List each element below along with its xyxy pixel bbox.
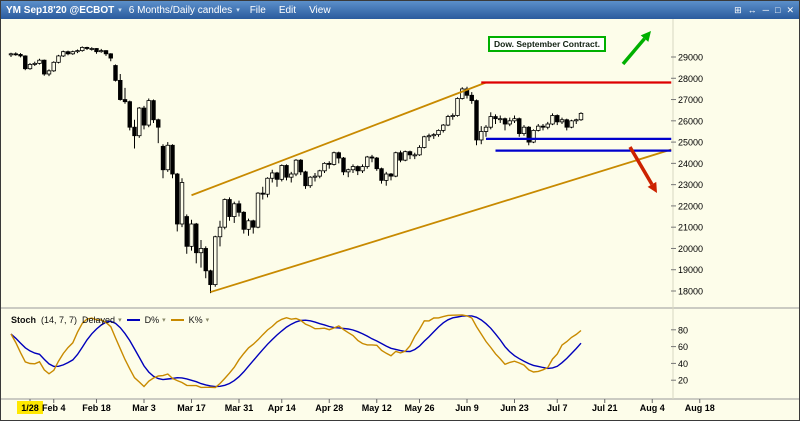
svg-text:25000: 25000: [678, 138, 703, 148]
svg-text:20: 20: [678, 376, 688, 386]
svg-text:19000: 19000: [678, 265, 703, 275]
d-line-swatch: [126, 319, 140, 321]
svg-text:Mar 3: Mar 3: [132, 403, 156, 413]
stoch-k-line: [10, 314, 582, 389]
highlighted-date: [17, 401, 43, 414]
bullish-arrow[interactable]: [621, 31, 651, 66]
svg-text:80: 80: [678, 325, 688, 335]
svg-text:20000: 20000: [678, 244, 703, 254]
svg-text:60: 60: [678, 342, 688, 352]
timeframe-label: 6 Months/Daily candles: [128, 4, 233, 16]
stoch-indicator-label[interactable]: Stoch: [11, 315, 37, 325]
timeframe-dropdown-icon[interactable]: ▾: [236, 7, 240, 14]
grid-icon[interactable]: ⊞: [734, 4, 742, 15]
stoch-mode: Delayed: [82, 315, 116, 325]
svg-text:Jul 21: Jul 21: [592, 403, 618, 413]
chart-area: 29000 28000 27000 26000 25000 24000 23000 22000…: [1, 19, 799, 420]
svg-text:Aug 4: Aug 4: [640, 403, 665, 413]
svg-text:22000: 22000: [678, 201, 703, 211]
price-chart-canvas[interactable]: 29000 28000 27000 26000 25000 24000 23000 22000…: [1, 19, 799, 420]
svg-text:Mar 17: Mar 17: [177, 403, 206, 413]
svg-text:21000: 21000: [678, 223, 703, 233]
svg-text:18000: 18000: [678, 287, 703, 297]
stoch-axis-labels[interactable]: 80 60 40 20: [671, 325, 688, 386]
svg-text:1/28: 1/28: [21, 403, 39, 413]
bearish-arrow[interactable]: [628, 146, 657, 193]
k-line-swatch: [170, 319, 184, 321]
minimize-icon[interactable]: ─: [762, 4, 770, 15]
svg-text:40: 40: [678, 359, 688, 369]
contract-symbol: YM Sep18'20 @ECBOT: [6, 4, 115, 16]
svg-text:Mar 31: Mar 31: [225, 403, 254, 413]
ascending-channel-lower[interactable]: [210, 148, 672, 293]
menu-edit[interactable]: Edit: [278, 4, 297, 16]
stoch-d-line: [10, 315, 582, 388]
d-line-label: D%: [144, 315, 160, 325]
titlebar[interactable]: YM Sep18'20 @ECBOT ▾ 6 Months/Daily candl…: [1, 1, 799, 19]
price-axis-labels[interactable]: 29000 28000 27000 26000 25000 24000 23000 22000…: [671, 53, 703, 297]
svg-text:27000: 27000: [678, 95, 703, 105]
svg-text:24000: 24000: [678, 159, 703, 169]
close-icon[interactable]: ✕: [786, 4, 794, 15]
menu-file[interactable]: File: [249, 4, 266, 16]
k-line-label: K%: [188, 315, 203, 325]
ascending-channel-upper[interactable]: [191, 81, 487, 197]
svg-text:Jun 23: Jun 23: [500, 403, 529, 413]
svg-text:May 12: May 12: [362, 403, 392, 413]
svg-text:Jun 9: Jun 9: [455, 403, 479, 413]
candlestick-series: [8, 46, 584, 294]
maximize-icon[interactable]: □: [775, 4, 781, 15]
stoch-dropdown-icon[interactable]: ▾: [118, 317, 122, 324]
svg-text:23000: 23000: [678, 180, 703, 190]
svg-text:Feb 4: Feb 4: [42, 403, 66, 413]
svg-text:Apr 14: Apr 14: [268, 403, 296, 413]
annotation-note[interactable]: Dow. September Contract.: [488, 36, 606, 52]
svg-text:Feb 18: Feb 18: [82, 403, 111, 413]
svg-text:Aug 18: Aug 18: [685, 403, 715, 413]
svg-text:29000: 29000: [678, 53, 703, 63]
resize-icon[interactable]: ↔: [747, 4, 757, 15]
svg-text:26000: 26000: [678, 116, 703, 126]
svg-text:Apr 28: Apr 28: [315, 403, 343, 413]
drawing-overlays: [191, 81, 672, 293]
svg-text:May 26: May 26: [404, 403, 434, 413]
window-controls: ⊞ ↔ ─ □ ✕: [734, 4, 794, 15]
stoch-params: (14, 7, 7): [41, 315, 78, 325]
d-dropdown-icon[interactable]: ▾: [162, 317, 166, 324]
time-axis-labels[interactable]: 1/28 Feb 4 Feb 18 Mar 3 Mar 17 Mar 31 Apr 14 Ap…: [17, 399, 715, 414]
contract-dropdown-icon[interactable]: ▾: [118, 7, 122, 14]
k-dropdown-icon[interactable]: ▾: [205, 317, 210, 324]
stoch-header: Stoch (14, 7, 7) Delayed ▾ D% ▾ K% ▾: [11, 315, 209, 325]
svg-text:28000: 28000: [678, 74, 703, 84]
svg-text:Jul 7: Jul 7: [547, 403, 568, 413]
menu-view[interactable]: View: [309, 4, 331, 16]
